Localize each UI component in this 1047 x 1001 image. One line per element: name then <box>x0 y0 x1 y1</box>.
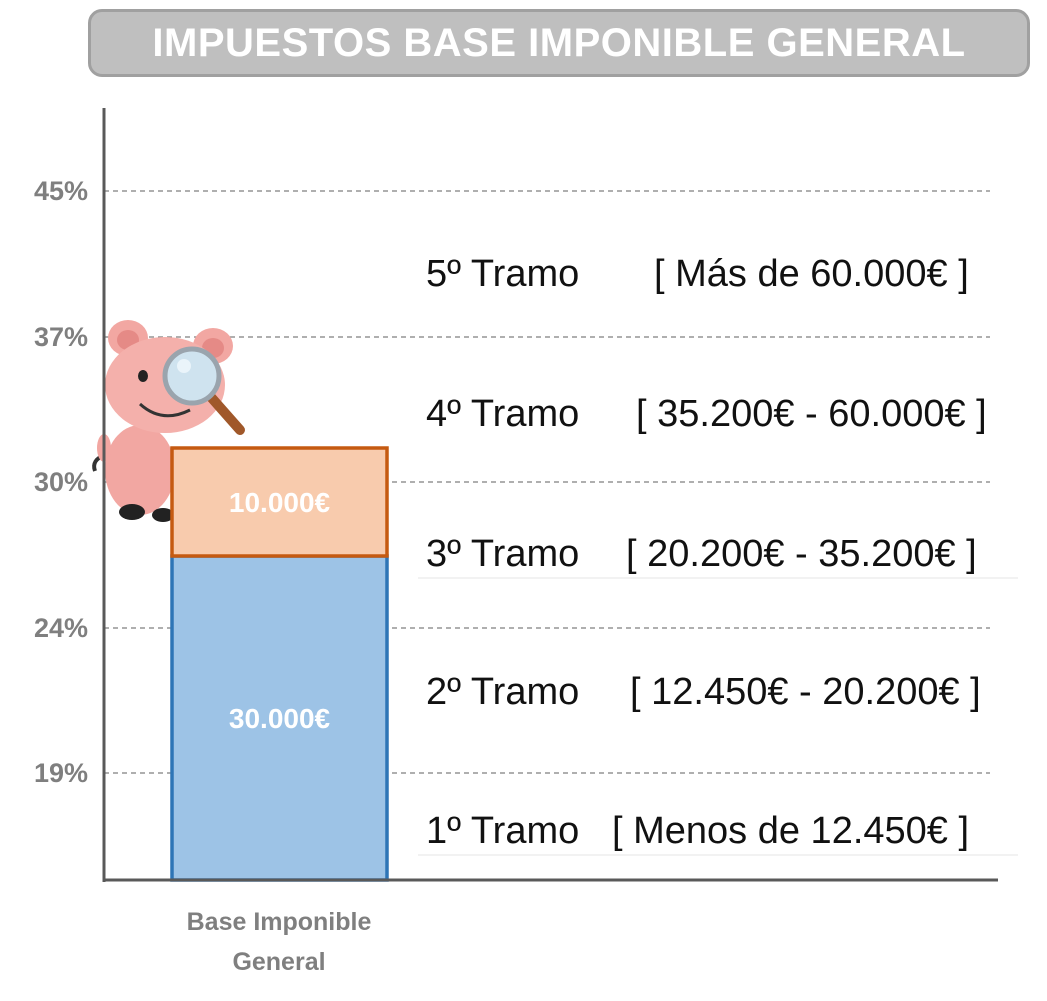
y-tick-label: 37% <box>34 322 88 352</box>
segment-label-lower: 30.000€ <box>229 703 331 734</box>
segment-label-upper: 10.000€ <box>229 487 331 518</box>
title-banner: IMPUESTOS BASE IMPONIBLE GENERAL <box>88 9 1030 77</box>
category-label-line-1: Base Imponible <box>187 908 372 936</box>
chart-title: IMPUESTOS BASE IMPONIBLE GENERAL <box>152 20 966 65</box>
tramo-range: [ 35.200€ - 60.000€ ] <box>636 393 987 435</box>
tramo-name: 3º Tramo <box>426 533 579 575</box>
y-tick-label: 19% <box>34 758 88 788</box>
bar-segment-30000 <box>170 554 389 882</box>
y-tick-label: 24% <box>34 613 88 643</box>
tramo-range: [ 12.450€ - 20.200€ ] <box>630 671 981 713</box>
axes <box>102 108 998 882</box>
y-tick-label: 30% <box>34 467 88 497</box>
tramo-range: [ Menos de 12.450€ ] <box>612 810 969 852</box>
y-axis-ticks: 19% 24% 30% 37% 45% <box>34 176 88 788</box>
tramo-name: 1º Tramo <box>426 810 579 852</box>
tramo-range: [ Más de 60.000€ ] <box>654 253 969 295</box>
y-tick-label: 45% <box>34 176 88 206</box>
bar-segments <box>170 446 389 882</box>
tramo-range: [ 20.200€ - 35.200€ ] <box>626 533 977 575</box>
bar-segment-10000 <box>170 446 389 558</box>
pig-with-magnifying-glass-icon <box>92 320 245 522</box>
category-label-line-2: General <box>232 948 325 976</box>
tramo-name: 5º Tramo <box>426 253 579 295</box>
tramo-name: 4º Tramo <box>426 393 579 435</box>
segment-labels: 30.000€ 10.000€ <box>229 487 331 734</box>
tramo-name: 2º Tramo <box>426 671 579 713</box>
tramo-labels: 1º Tramo [ Menos de 12.450€ ] 2º Tramo [ 12… <box>426 253 987 852</box>
